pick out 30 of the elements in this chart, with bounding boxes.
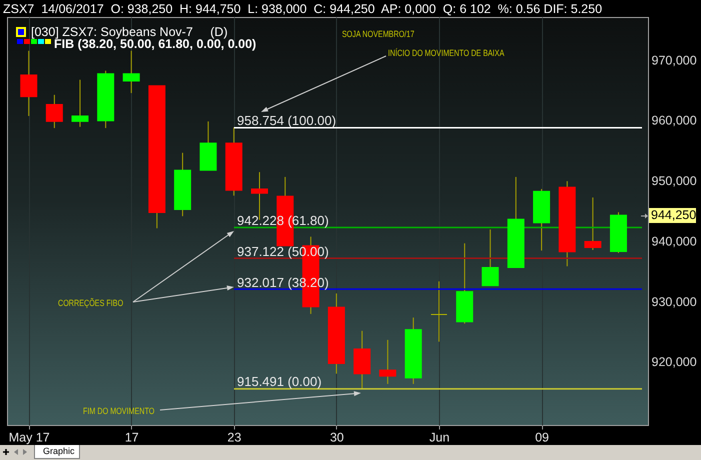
y-tick-label: 950,000 <box>652 174 697 188</box>
candlestick <box>430 280 448 342</box>
candlestick <box>482 228 499 286</box>
x-tick-label: 30 <box>330 430 344 444</box>
annotation: SOJA NOVEMBRO/17 <box>342 29 414 39</box>
annotation: INÍCIO DO MOVIMENTO DE BAIXA <box>388 48 504 58</box>
annotation: CORREÇÕES FIBO <box>58 298 124 308</box>
y-tick-label: 920,000 <box>652 355 697 370</box>
price-tag: 944,250 <box>649 208 696 223</box>
annotation: 958.754 (100.00) <box>237 113 336 128</box>
chart-title: ZSX7 14/06/2017 O: 938,250 H: 944,750 L: 938,000 C: 944,250 AP: 0,000 Q: 6 102 %: 0.56 DIF: 5.250 <box>3 2 602 16</box>
tab: Graphic <box>34 445 80 459</box>
text: [030] ZSX7: Soybeans Nov-7 (D) <box>31 25 228 39</box>
x-tick-label: 17 <box>124 430 139 444</box>
annotation: 915.491 (0.00) <box>237 374 322 390</box>
candlestick <box>72 79 89 128</box>
y-tick-label: 970,000 <box>652 53 697 68</box>
y-tick-label: 930,000 <box>652 294 697 309</box>
candlestick <box>584 196 602 250</box>
y-tick-label: 940,000 <box>652 234 697 248</box>
x-tick-label: Jun <box>429 430 450 444</box>
y-tick-label: 960,000 <box>652 114 697 128</box>
candlestick <box>20 50 38 116</box>
candlestick <box>379 339 396 384</box>
candlestick <box>122 50 140 94</box>
x-tick-label: May 17 <box>8 430 50 444</box>
x-tick-label: 09 <box>535 430 550 444</box>
candlestick <box>46 94 63 129</box>
annotation: FIM DO MOVIMENTO <box>83 406 154 416</box>
x-tick-label: 23 <box>227 430 242 444</box>
